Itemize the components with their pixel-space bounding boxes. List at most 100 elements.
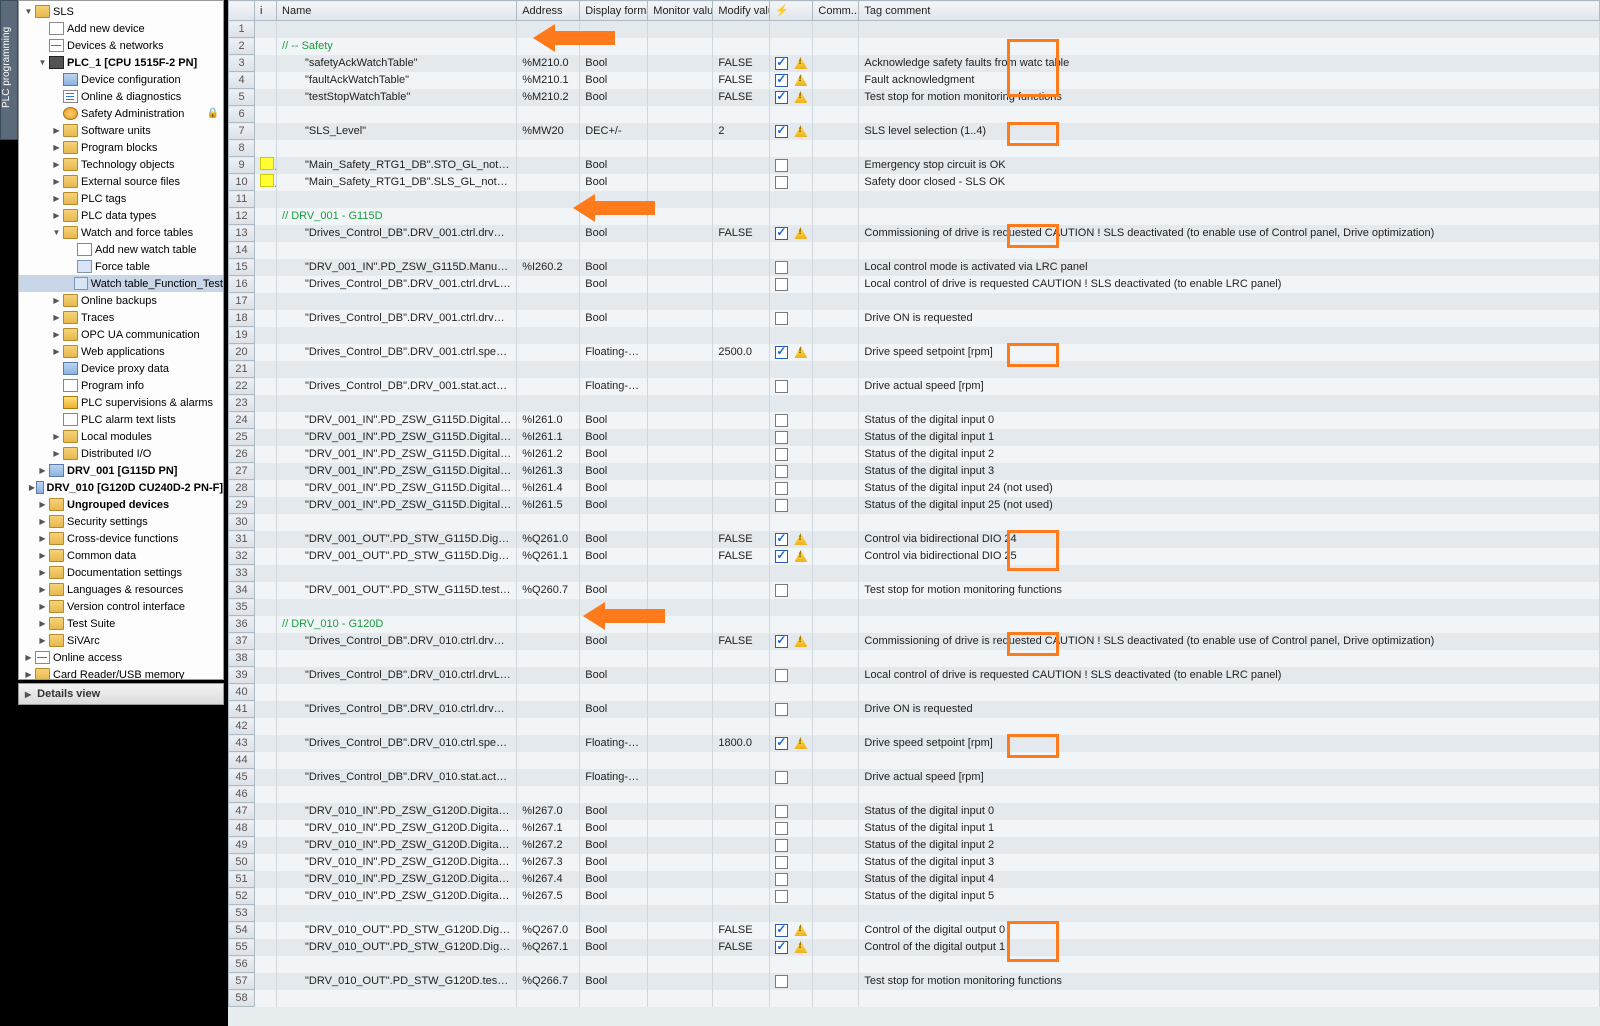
modify-value-cell[interactable]	[713, 514, 770, 531]
comment-cell[interactable]	[813, 446, 859, 463]
tree-item[interactable]: ▼SLS	[19, 3, 223, 20]
tag-comment-cell[interactable]: Drive ON is requested	[859, 310, 1600, 327]
address-cell[interactable]: %Q266.7	[517, 973, 580, 990]
tree-item[interactable]: ▶Software units	[19, 122, 223, 139]
monitor-value-cell[interactable]	[648, 208, 713, 225]
display-format-cell[interactable]: Bool	[580, 888, 648, 905]
monitor-value-cell[interactable]	[648, 820, 713, 837]
address-cell[interactable]: %M210.1	[517, 72, 580, 89]
name-cell[interactable]: "Drives_Control_DB".DRV_001.ctrl.drvOnRe…	[277, 310, 517, 327]
modify-value-cell[interactable]	[713, 820, 770, 837]
comment-cell[interactable]	[813, 21, 859, 38]
col-mod[interactable]: Modify value	[713, 1, 770, 21]
tree-item[interactable]: ▼Watch and force tables	[19, 224, 223, 241]
name-cell[interactable]	[277, 514, 517, 531]
display-format-cell[interactable]: Bool	[580, 667, 648, 684]
name-cell[interactable]: "DRV_001_OUT".PD_STW_G115D.DigitalOutput…	[277, 531, 517, 548]
watch-row[interactable]: 28"DRV_001_IN".PD_ZSW_G115D.DigitalInput…	[229, 480, 1600, 497]
modify-value-cell[interactable]	[713, 854, 770, 871]
comment-cell[interactable]	[813, 361, 859, 378]
name-cell[interactable]: "safetyAckWatchTable"	[277, 55, 517, 72]
address-cell[interactable]	[517, 378, 580, 395]
modify-checkbox[interactable]	[775, 856, 788, 869]
modify-value-cell[interactable]: FALSE	[713, 72, 770, 89]
modify-enable-cell[interactable]	[770, 106, 813, 123]
address-cell[interactable]	[517, 174, 580, 191]
modify-value-cell[interactable]	[713, 259, 770, 276]
comment-cell[interactable]	[813, 480, 859, 497]
tag-comment-cell[interactable]	[859, 327, 1600, 344]
modify-value-cell[interactable]	[713, 293, 770, 310]
name-cell[interactable]: "DRV_001_IN".PD_ZSW_G115D.ManualModeActi…	[277, 259, 517, 276]
tree-item[interactable]: ▶Common data	[19, 547, 223, 564]
monitor-value-cell[interactable]	[648, 718, 713, 735]
name-cell[interactable]	[277, 140, 517, 157]
expand-icon[interactable]: ▶	[51, 125, 62, 136]
display-format-cell[interactable]	[580, 293, 648, 310]
display-format-cell[interactable]: Bool	[580, 854, 648, 871]
monitor-value-cell[interactable]	[648, 803, 713, 820]
tag-comment-cell[interactable]	[859, 208, 1600, 225]
display-format-cell[interactable]: Bool	[580, 548, 648, 565]
display-format-cell[interactable]: Bool	[580, 582, 648, 599]
monitor-value-cell[interactable]	[648, 871, 713, 888]
tag-comment-cell[interactable]	[859, 242, 1600, 259]
expand-icon[interactable]: ▶	[51, 295, 62, 306]
monitor-value-cell[interactable]	[648, 174, 713, 191]
tag-comment-cell[interactable]: Fault acknowledgment	[859, 72, 1600, 89]
monitor-value-cell[interactable]	[648, 888, 713, 905]
name-cell[interactable]	[277, 242, 517, 259]
comment-cell[interactable]	[813, 429, 859, 446]
modify-value-cell[interactable]	[713, 446, 770, 463]
tag-comment-cell[interactable]: Status of the digital input 0	[859, 412, 1600, 429]
address-cell[interactable]	[517, 106, 580, 123]
side-tab-plc-programming[interactable]: PLC programming	[0, 0, 18, 140]
watch-row[interactable]: 32"DRV_001_OUT".PD_STW_G115D.DigitalOutp…	[229, 548, 1600, 565]
name-cell[interactable]: "DRV_001_IN".PD_ZSW_G115D.DigitalInput_2…	[277, 480, 517, 497]
col-rownum[interactable]	[229, 1, 255, 21]
watch-row[interactable]: 43"Drives_Control_DB".DRV_010.ctrl.speed…	[229, 735, 1600, 752]
name-cell[interactable]: "DRV_010_OUT".PD_STW_G120D.testStop	[277, 973, 517, 990]
name-cell[interactable]: "DRV_010_IN".PD_ZSW_G120D.DigitalInput_0…	[277, 837, 517, 854]
expand-icon[interactable]: ▶	[51, 448, 62, 459]
address-cell[interactable]: %I267.2	[517, 837, 580, 854]
name-cell[interactable]: "DRV_010_OUT".PD_STW_G120D.DigitalOutput…	[277, 922, 517, 939]
tree-item[interactable]: ▶Cross-device functions	[19, 530, 223, 547]
modify-checkbox[interactable]	[775, 635, 788, 648]
watch-row[interactable]: 10"Main_Safety_RTG1_DB".SLS_GL_notActive…	[229, 174, 1600, 191]
tag-comment-cell[interactable]: Drive ON is requested	[859, 701, 1600, 718]
modify-checkbox[interactable]	[775, 941, 788, 954]
modify-enable-cell[interactable]	[770, 752, 813, 769]
tree-item[interactable]: ▶Devices & networks	[19, 37, 223, 54]
tag-comment-cell[interactable]	[859, 684, 1600, 701]
display-format-cell[interactable]: Floating-poi...	[580, 378, 648, 395]
modify-value-cell[interactable]	[713, 769, 770, 786]
display-format-cell[interactable]: Bool	[580, 633, 648, 650]
tree-item[interactable]: ▶Languages & resources	[19, 581, 223, 598]
address-cell[interactable]	[517, 905, 580, 922]
monitor-value-cell[interactable]	[648, 667, 713, 684]
modify-value-cell[interactable]	[713, 565, 770, 582]
comment-cell[interactable]	[813, 888, 859, 905]
modify-value-cell[interactable]	[713, 174, 770, 191]
monitor-value-cell[interactable]	[648, 327, 713, 344]
expand-icon[interactable]: ▶	[37, 516, 48, 527]
watch-row[interactable]: 6	[229, 106, 1600, 123]
display-format-cell[interactable]: Bool	[580, 310, 648, 327]
tag-comment-cell[interactable]: Status of the digital input 3	[859, 854, 1600, 871]
modify-value-cell[interactable]	[713, 208, 770, 225]
name-cell[interactable]	[277, 956, 517, 973]
watch-row[interactable]: 27"DRV_001_IN".PD_ZSW_G115D.DigitalInput…	[229, 463, 1600, 480]
modify-value-cell[interactable]	[713, 497, 770, 514]
modify-checkbox[interactable]	[775, 533, 788, 546]
watch-row[interactable]: 39"Drives_Control_DB".DRV_010.ctrl.drvLo…	[229, 667, 1600, 684]
tree-item[interactable]: ▶Device configuration	[19, 71, 223, 88]
modify-enable-cell[interactable]	[770, 599, 813, 616]
name-cell[interactable]: "DRV_010_IN".PD_ZSW_G120D.DigitalInput_0…	[277, 820, 517, 837]
name-cell[interactable]: "Drives_Control_DB".DRV_010.ctrl.drvComm…	[277, 633, 517, 650]
modify-value-cell[interactable]	[713, 378, 770, 395]
address-cell[interactable]	[517, 752, 580, 769]
modify-enable-cell[interactable]	[770, 803, 813, 820]
comment-cell[interactable]	[813, 633, 859, 650]
address-cell[interactable]: %Q267.1	[517, 939, 580, 956]
